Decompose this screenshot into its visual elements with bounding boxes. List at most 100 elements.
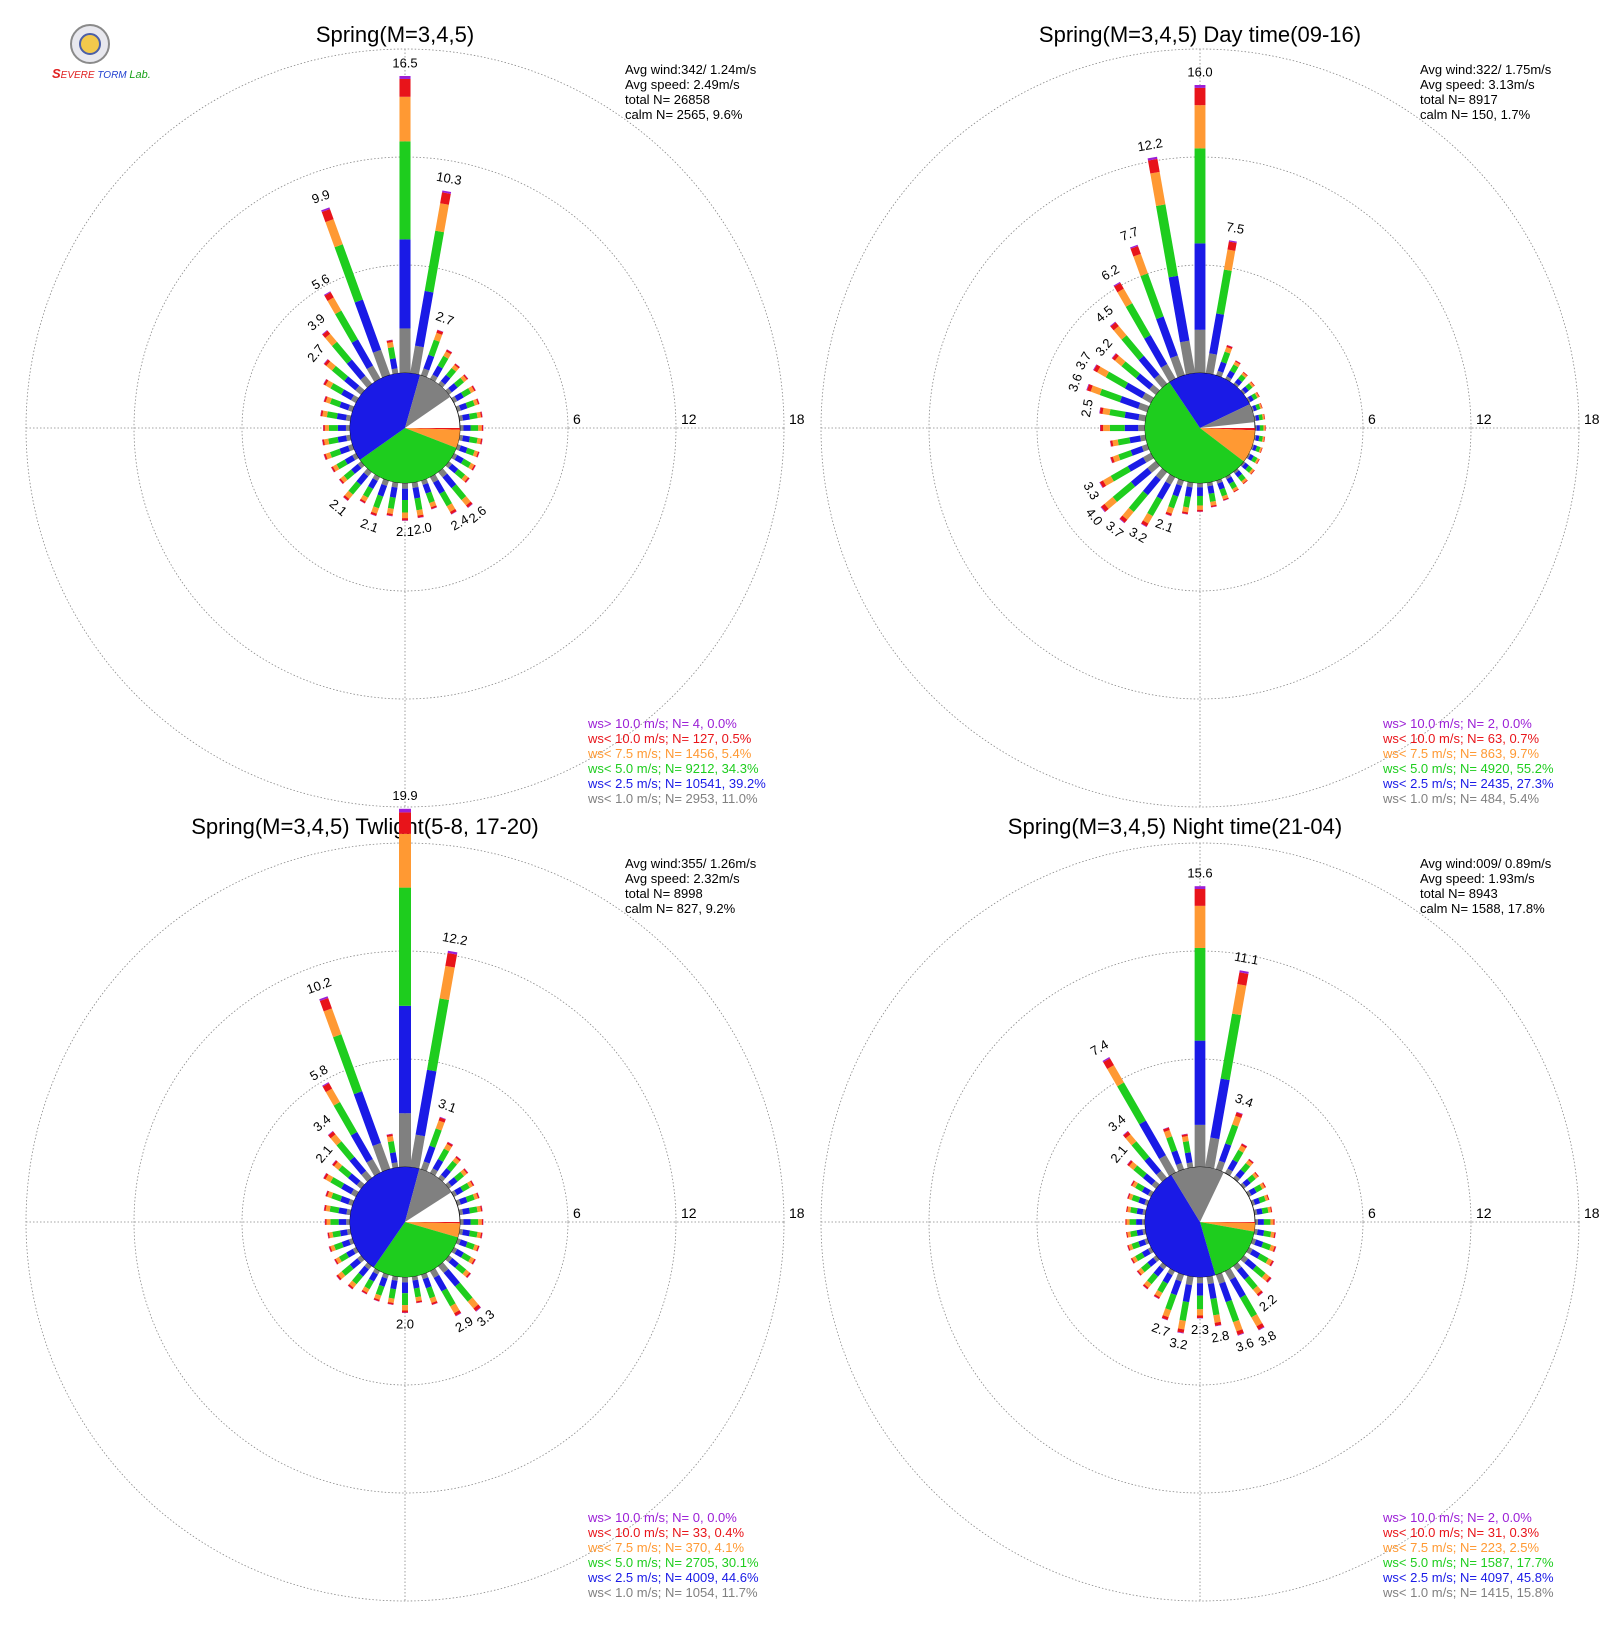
bar-segment bbox=[371, 506, 379, 514]
direction-bar bbox=[438, 1155, 462, 1182]
bar-segment bbox=[323, 291, 331, 296]
bar-segment bbox=[1128, 1193, 1134, 1201]
bar-segment bbox=[460, 1169, 467, 1177]
bar-value-label: 5.8 bbox=[307, 1062, 330, 1084]
bar-segment bbox=[1133, 1165, 1147, 1179]
direction-bar bbox=[1147, 156, 1196, 375]
bar-segment bbox=[1099, 388, 1123, 403]
bar-segment bbox=[443, 1143, 452, 1152]
pie-slice bbox=[1144, 382, 1244, 483]
bar-segment bbox=[1132, 1181, 1138, 1188]
bar-segment bbox=[1165, 511, 1172, 516]
direction-bar bbox=[1224, 1143, 1248, 1176]
bar-segment bbox=[1253, 1197, 1261, 1205]
direction-bar bbox=[323, 1172, 359, 1198]
bar-segment bbox=[1107, 1065, 1124, 1087]
bar-segment bbox=[1241, 372, 1248, 378]
direction-bar bbox=[324, 1219, 350, 1225]
bar-segment bbox=[472, 1193, 479, 1200]
bar-segment bbox=[328, 1246, 331, 1253]
pie-slice bbox=[405, 428, 460, 448]
bar-segment bbox=[1235, 1112, 1243, 1118]
direction-bar bbox=[323, 444, 355, 461]
bar-segment bbox=[1129, 1161, 1138, 1170]
bar-segment bbox=[322, 1083, 333, 1093]
bar-segment bbox=[338, 1219, 347, 1225]
direction-bar bbox=[1216, 344, 1233, 378]
bar-segment bbox=[1099, 482, 1104, 488]
bar-segment bbox=[389, 358, 398, 370]
bar-segment bbox=[325, 333, 337, 347]
bar-segment bbox=[361, 1170, 373, 1182]
bar-segment bbox=[323, 396, 328, 403]
direction-bar bbox=[1205, 240, 1237, 375]
bar-segment bbox=[1139, 434, 1147, 442]
bar-segment bbox=[1163, 1127, 1170, 1133]
bar-segment bbox=[428, 339, 440, 357]
bar-segment bbox=[321, 439, 324, 446]
bar-segment bbox=[456, 1155, 462, 1160]
bar-segment bbox=[1216, 269, 1232, 315]
direction-bar bbox=[1240, 1171, 1259, 1189]
direction-bar bbox=[455, 1192, 480, 1206]
direction-bar bbox=[429, 349, 453, 382]
bar-segment bbox=[1168, 275, 1190, 343]
bar-segment bbox=[336, 1275, 341, 1281]
direction-bar bbox=[328, 1238, 355, 1253]
bar-segment bbox=[468, 462, 475, 470]
bar-segment bbox=[341, 389, 354, 401]
bar-segment bbox=[476, 451, 480, 458]
bar-segment bbox=[354, 299, 382, 353]
bar-segment bbox=[445, 349, 453, 355]
direction-bar bbox=[1233, 1262, 1264, 1297]
bar-value-label: 2.7 bbox=[434, 308, 456, 328]
direction-bar bbox=[420, 1116, 446, 1172]
bar-segment bbox=[381, 478, 390, 487]
bar-segment bbox=[1240, 1162, 1251, 1174]
bar-segment bbox=[472, 1259, 476, 1265]
bar-segment bbox=[1250, 1199, 1256, 1206]
direction-bar bbox=[1130, 244, 1185, 378]
bar-segment bbox=[1256, 1208, 1263, 1215]
bar-value-label: 2.1 bbox=[358, 515, 380, 535]
bar-segment bbox=[320, 410, 324, 417]
bar-segment bbox=[1138, 1239, 1147, 1247]
stat-avg-wind: Avg wind:342/ 1.24m/s bbox=[625, 62, 757, 77]
direction-bar bbox=[1233, 1158, 1254, 1182]
bar-segment bbox=[1167, 1268, 1176, 1276]
bar-segment bbox=[1100, 506, 1106, 513]
bar-segment bbox=[472, 399, 479, 406]
bar-segment bbox=[372, 349, 391, 378]
direction-bar bbox=[1196, 1277, 1204, 1319]
bar-segment bbox=[1147, 460, 1161, 473]
bar-segment bbox=[337, 425, 346, 431]
bar-segment bbox=[337, 1271, 346, 1279]
bar-segment bbox=[1226, 345, 1233, 350]
direction-bar bbox=[1093, 364, 1155, 404]
direction-bar bbox=[1181, 1133, 1194, 1169]
bar-segment bbox=[372, 1268, 381, 1275]
bar-segment bbox=[431, 507, 438, 510]
bar-segment bbox=[1133, 253, 1148, 277]
bar-segment bbox=[1254, 1239, 1264, 1248]
bar-value-label: 2.1 bbox=[312, 1142, 335, 1165]
bar-segment bbox=[340, 1196, 351, 1205]
bar-segment bbox=[1240, 1255, 1249, 1264]
legend-entry: ws< 7.5 m/s; N= 370, 4.1% bbox=[587, 1540, 745, 1555]
stat-avg-wind: Avg wind:009/ 0.89m/s bbox=[1420, 856, 1552, 871]
bar-segment bbox=[455, 405, 461, 412]
direction-bar bbox=[323, 378, 359, 404]
bar-segment bbox=[388, 1288, 397, 1299]
legend-entry: ws< 1.0 m/s; N= 1054, 11.7% bbox=[587, 1585, 758, 1600]
bar-segment bbox=[481, 1205, 483, 1212]
bar-segment bbox=[1127, 1231, 1132, 1238]
bar-value-label: 6.2 bbox=[1099, 261, 1122, 283]
bar-segment bbox=[1196, 1277, 1204, 1284]
bar-segment bbox=[1215, 1272, 1226, 1284]
bar-segment bbox=[370, 511, 377, 516]
bar-segment bbox=[1136, 1208, 1144, 1215]
bar-value-label: 15.6 bbox=[1187, 866, 1212, 881]
bar-segment bbox=[481, 411, 483, 418]
bar-segment bbox=[411, 481, 419, 489]
bar-segment bbox=[473, 1304, 481, 1312]
